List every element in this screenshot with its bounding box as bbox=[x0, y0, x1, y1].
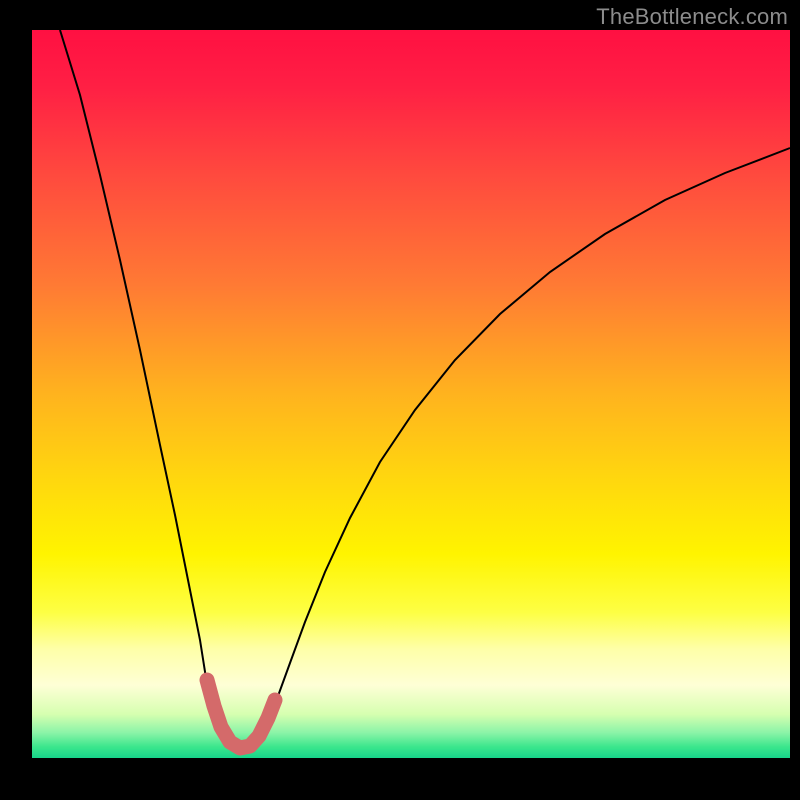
frame-bottom bbox=[0, 758, 800, 800]
gradient-background bbox=[32, 30, 790, 758]
frame-left bbox=[0, 0, 32, 800]
bottleneck-chart bbox=[0, 0, 800, 800]
attribution-text: TheBottleneck.com bbox=[596, 4, 788, 30]
frame-right bbox=[790, 0, 800, 800]
